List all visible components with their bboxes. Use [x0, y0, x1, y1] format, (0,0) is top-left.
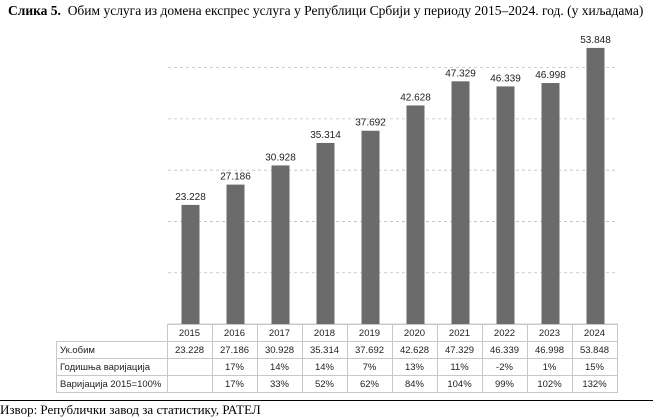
- table-cell: 99%: [481, 375, 528, 393]
- table-row-label: Ук.обим: [56, 341, 168, 359]
- figure-caption: Слика 5. Обим услуга из домена експрес у…: [8, 3, 648, 18]
- bar-2024: [586, 47, 605, 324]
- data-label-2021: 47.329: [445, 68, 476, 79]
- table-cell: 132%: [571, 375, 618, 393]
- table-cell: 42.628: [391, 341, 438, 359]
- table-cell: 14%: [256, 358, 303, 376]
- table-cell: 27.186: [211, 341, 258, 359]
- table-cell: -2%: [481, 358, 528, 376]
- table-cell: 23.228: [166, 341, 213, 359]
- table-cell: 47.329: [436, 341, 483, 359]
- table-cell: 7%: [346, 358, 393, 376]
- data-label-2015: 23.228: [175, 192, 206, 203]
- table-row: Ук.обим 23.228 27.186 30.928 35.314 37.692 42.…: [56, 341, 618, 359]
- table-header-2020: 2020: [391, 324, 438, 342]
- table-cell: 17%: [211, 375, 258, 393]
- data-label-2022: 46.339: [490, 73, 521, 84]
- table-cell: 30.928: [256, 341, 303, 359]
- bar-2022: [496, 86, 515, 324]
- data-label-2024: 53.848: [580, 35, 611, 46]
- data-label-2017: 30.928: [265, 152, 296, 163]
- table-cell: 1%: [526, 358, 573, 376]
- table-cell: 102%: [526, 375, 573, 393]
- data-label-2020: 42.628: [400, 92, 431, 103]
- table-cell: 53.848: [571, 341, 618, 359]
- data-table: 2015 2016 2017 2018 2019 2020 2021 2022 2023 2024…: [56, 324, 618, 393]
- table-row-label: Годишња варијација: [56, 358, 168, 376]
- table-header-2024: 2024: [571, 324, 618, 342]
- table-header-row: 2015 2016 2017 2018 2019 2020 2021 2022 2023 2024: [56, 324, 618, 342]
- bar-2016: [226, 184, 245, 324]
- table-cell: 104%: [436, 375, 483, 393]
- table-cell: 13%: [391, 358, 438, 376]
- table-row-label: Варијација 2015=100%: [56, 375, 168, 393]
- bar-2015: [181, 204, 200, 324]
- table-cell: 15%: [571, 358, 618, 376]
- table-cell: 11%: [436, 358, 483, 376]
- table-cell: 62%: [346, 375, 393, 393]
- table-cell: 33%: [256, 375, 303, 393]
- table-cell: 46.998: [526, 341, 573, 359]
- table-cell: [166, 375, 213, 393]
- table-row: Варијација 2015=100% 17% 33% 52% 62% 84% 104% 9…: [56, 375, 618, 393]
- bar-2020: [406, 105, 425, 324]
- bar-2019: [361, 130, 380, 324]
- data-label-2016: 27.186: [220, 172, 251, 183]
- table-row: Годишња варијација 17% 14% 14% 7% 13% 11% -2% 1%…: [56, 358, 618, 376]
- table-cell: 17%: [211, 358, 258, 376]
- source-note: Извор: Републички завод за статистику, Р…: [0, 400, 653, 418]
- table-header-2022: 2022: [481, 324, 528, 342]
- table-cell: 14%: [301, 358, 348, 376]
- bar-2017: [271, 165, 290, 324]
- caption-prefix: Слика 5.: [8, 3, 61, 18]
- table-cell: 37.692: [346, 341, 393, 359]
- table-header-2016: 2016: [211, 324, 258, 342]
- table-header-2021: 2021: [436, 324, 483, 342]
- table-header-2015: 2015: [166, 324, 213, 342]
- table-header-2019: 2019: [346, 324, 393, 342]
- data-label-2018: 35.314: [310, 130, 341, 141]
- table-corner: [56, 324, 168, 342]
- table-cell: 35.314: [301, 341, 348, 359]
- bar-2023: [541, 83, 560, 324]
- bar-2021: [451, 81, 470, 325]
- table-header-2017: 2017: [256, 324, 303, 342]
- caption-text: Обим услуга из домена експрес услуга у Р…: [67, 3, 644, 18]
- table-header-2018: 2018: [301, 324, 348, 342]
- table-header-2023: 2023: [526, 324, 573, 342]
- bar-2018: [316, 142, 335, 324]
- data-label-2019: 37.692: [355, 118, 386, 129]
- table-cell: [166, 358, 213, 376]
- table-cell: 52%: [301, 375, 348, 393]
- table-cell: 46.339: [481, 341, 528, 359]
- data-label-2023: 46.998: [535, 70, 566, 81]
- table-cell: 84%: [391, 375, 438, 393]
